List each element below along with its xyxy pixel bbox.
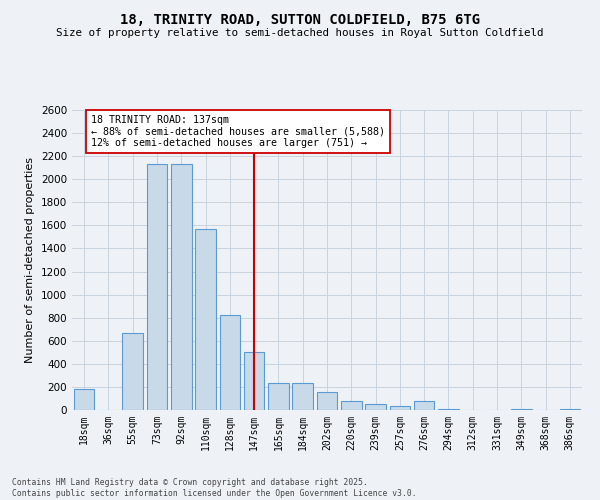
Text: 18 TRINITY ROAD: 137sqm
← 88% of semi-detached houses are smaller (5,588)
12% of: 18 TRINITY ROAD: 137sqm ← 88% of semi-de… xyxy=(91,114,385,148)
Bar xyxy=(438,409,459,410)
Bar xyxy=(220,316,240,410)
Bar xyxy=(560,409,580,410)
Bar xyxy=(365,404,386,410)
Bar xyxy=(317,392,337,410)
Text: 18, TRINITY ROAD, SUTTON COLDFIELD, B75 6TG: 18, TRINITY ROAD, SUTTON COLDFIELD, B75 … xyxy=(120,12,480,26)
Bar xyxy=(414,401,434,410)
Text: Contains HM Land Registry data © Crown copyright and database right 2025.
Contai: Contains HM Land Registry data © Crown c… xyxy=(12,478,416,498)
Bar xyxy=(122,332,143,410)
Bar xyxy=(195,229,216,410)
Bar xyxy=(341,402,362,410)
Text: Size of property relative to semi-detached houses in Royal Sutton Coldfield: Size of property relative to semi-detach… xyxy=(56,28,544,38)
Bar xyxy=(74,388,94,410)
Bar xyxy=(292,383,313,410)
Y-axis label: Number of semi-detached properties: Number of semi-detached properties xyxy=(25,157,35,363)
Bar xyxy=(511,409,532,410)
Bar xyxy=(171,164,191,410)
Bar xyxy=(146,164,167,410)
Bar xyxy=(268,383,289,410)
Bar xyxy=(389,406,410,410)
Bar xyxy=(244,352,265,410)
